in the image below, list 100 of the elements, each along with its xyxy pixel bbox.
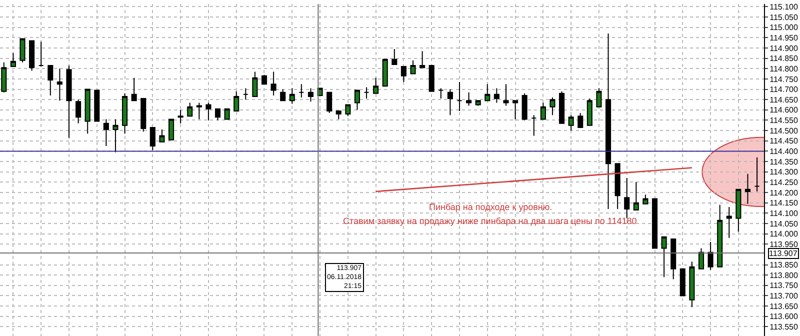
candlestick (642, 194, 648, 204)
candlestick (531, 114, 537, 136)
ref-line-label: 113.907 (769, 249, 798, 258)
candlestick (224, 108, 230, 120)
candlestick (187, 102, 193, 117)
candlestick (522, 92, 528, 121)
candlestick (270, 71, 276, 96)
y-tick-label: 114.900 (770, 44, 798, 53)
y-tick-label: 114.100 (770, 208, 798, 218)
candlestick (661, 236, 667, 278)
candlestick (466, 92, 472, 106)
y-tick-label: 115.000 (770, 23, 798, 32)
candlestick (689, 261, 695, 308)
candlestick (280, 88, 286, 102)
candlestick (512, 100, 518, 120)
candlestick (38, 41, 44, 68)
candlestick (261, 74, 268, 85)
y-tick-label: 114.250 (770, 178, 798, 187)
y-tick-label: 114.650 (770, 95, 798, 104)
candlestick (754, 156, 760, 192)
y-tick-label: 115.100 (770, 2, 798, 12)
candlestick (392, 48, 398, 65)
candlestick (633, 182, 639, 211)
candlestick (56, 68, 62, 102)
candlestick (420, 50, 426, 68)
candlestick (168, 118, 174, 140)
candlestick (178, 109, 184, 124)
annotation: Пинбар на подходе к уровню. (429, 202, 552, 212)
candlestick (112, 118, 118, 153)
candlestick (382, 58, 388, 87)
candlestick (698, 248, 704, 270)
candlestick (438, 88, 444, 100)
candlestick (122, 92, 128, 134)
y-tick-label: 113.600 (770, 312, 798, 322)
candlestick (456, 82, 462, 112)
candlestick (94, 90, 100, 122)
candlestick (484, 84, 490, 102)
candlestick (289, 88, 295, 104)
candlestick (494, 88, 500, 104)
candlestick (475, 100, 481, 106)
candlestick (364, 86, 370, 100)
candlestick (503, 84, 509, 106)
candlestick (252, 71, 258, 97)
candlestick (400, 66, 406, 83)
y-tick-label: 113.550 (770, 322, 798, 332)
y-tick-label: 113.950 (770, 240, 798, 249)
y-tick-label: 114.550 (770, 116, 798, 126)
candlestick (624, 178, 630, 219)
candlestick (10, 52, 16, 68)
candlestick (48, 65, 54, 96)
candlestick (354, 90, 360, 110)
candlestick (159, 129, 165, 142)
y-tick-label: 114.150 (770, 198, 798, 208)
candlestick (410, 60, 416, 74)
candlestick (140, 98, 146, 132)
y-tick-label: 114.350 (770, 157, 798, 166)
candlestick (336, 110, 342, 120)
candlestick (614, 163, 620, 210)
y-tick-label: 115.050 (770, 12, 798, 22)
candlestick (1, 62, 7, 93)
candlestick (214, 108, 221, 121)
y-tick-label: 113.750 (770, 281, 798, 290)
candlestick (736, 188, 742, 232)
candlestick (550, 97, 556, 116)
y-tick-label: 113.800 (770, 270, 798, 280)
candlestick (578, 112, 584, 128)
candlestick (596, 88, 602, 108)
annotation: Ставим заявку на продажу ниже пинбара на два шага цены по 114180 (343, 216, 637, 226)
candlestick (568, 114, 574, 132)
candlestick (680, 268, 686, 296)
candlestick (345, 104, 351, 117)
y-tick-label: 114.750 (770, 74, 798, 84)
y-tick-label: 113.850 (770, 260, 798, 270)
candlestick (717, 204, 723, 268)
candlestick (447, 88, 453, 116)
y-tick-label: 114.800 (770, 64, 798, 74)
candlestick (242, 88, 248, 100)
candlestick (76, 99, 82, 124)
candlestick (234, 90, 240, 112)
y-tick-label: 114.400 (770, 147, 798, 156)
y-tick-label: 114.000 (770, 230, 798, 239)
y-tick-label: 114.500 (770, 126, 798, 136)
y-tick-label: 114.850 (770, 54, 798, 64)
candlestick (298, 84, 304, 98)
y-tick-label: 114.950 (770, 33, 798, 42)
candlestick (708, 242, 714, 270)
candlestick (326, 92, 332, 114)
candlestick (540, 102, 546, 120)
candlestick (428, 65, 434, 92)
y-tick-label: 114.700 (770, 85, 798, 94)
candlestick (196, 102, 202, 120)
candlestick (605, 33, 612, 210)
y-tick-label: 114.600 (770, 106, 798, 115)
candlestick (131, 77, 137, 102)
candlestick (726, 206, 732, 238)
y-tick-label: 114.200 (770, 188, 798, 198)
y-tick-label: 114.300 (770, 168, 798, 177)
y-tick-label: 114.050 (770, 219, 798, 228)
candlestick (586, 98, 592, 126)
candlestick (652, 198, 658, 249)
